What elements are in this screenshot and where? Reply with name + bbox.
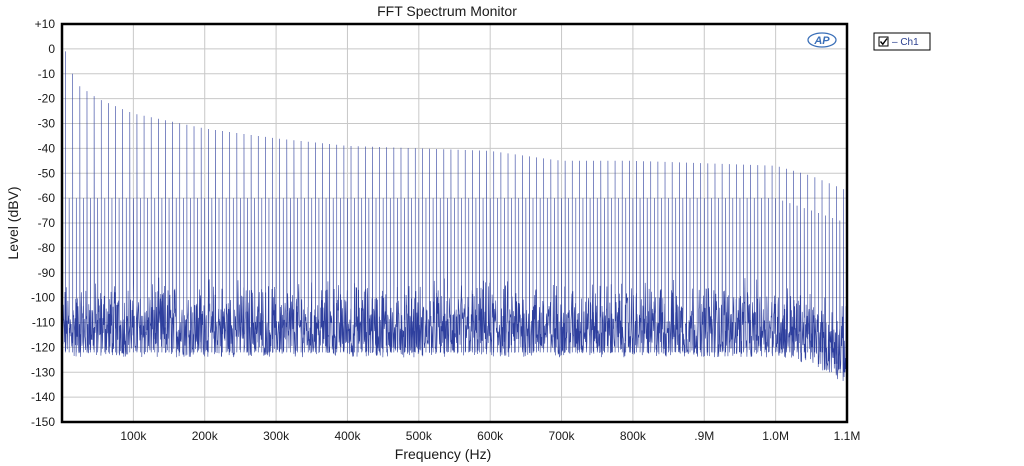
x-tick-label: 800k	[620, 429, 647, 443]
x-tick-label: 600k	[477, 429, 504, 443]
check-icon	[879, 38, 888, 46]
y-tick-label: -80	[38, 241, 56, 255]
x-tick-label: 200k	[192, 429, 219, 443]
y-tick-label: -150	[31, 415, 55, 429]
y-tick-label: -70	[38, 216, 56, 230]
legend-label-ch1: – Ch1	[892, 37, 919, 48]
x-tick-labels: 100k 200k 300k 400k 500k 600k 700k 800k .9M 1.0M 1…	[120, 429, 860, 443]
y-tick-label: -50	[38, 166, 56, 180]
series-line-ch1	[61, 51, 848, 382]
y-tick-label: -60	[38, 191, 56, 205]
y-tick-label: -10	[38, 67, 56, 81]
x-tick-label: .9M	[694, 429, 714, 443]
trace-area	[61, 51, 848, 382]
y-tick-label: -120	[31, 340, 55, 354]
legend-checkbox[interactable]	[878, 36, 889, 47]
legend-item-ch1[interactable]: – Ch1	[878, 36, 919, 48]
x-tick-label: 1.1M	[834, 429, 861, 443]
ap-logo: AP	[807, 32, 837, 48]
x-tick-label: 700k	[549, 429, 576, 443]
y-axis-label: Level (dBV)	[5, 186, 21, 259]
x-axis-label: Frequency (Hz)	[395, 446, 491, 462]
chart-title: FFT Spectrum Monitor	[377, 3, 517, 19]
y-tick-label: -100	[31, 291, 55, 305]
ap-logo-swoosh	[807, 32, 837, 48]
y-tick-label: -20	[38, 92, 56, 106]
y-tick-label: -140	[31, 390, 55, 404]
y-tick-label: 0	[48, 42, 55, 56]
x-tick-label: 400k	[334, 429, 361, 443]
x-tick-label: 300k	[263, 429, 290, 443]
y-tick-label: -110	[32, 316, 55, 330]
y-tick-label: -130	[31, 365, 55, 379]
y-tick-label: -40	[38, 141, 56, 155]
x-tick-label: 100k	[120, 429, 147, 443]
ap-logo-text: AP	[813, 35, 830, 47]
y-tick-labels: +10 0 -10 -20 -30 -40 -50 -60 -70 -80 -90 -100 -110 -…	[31, 17, 55, 429]
legend: – Ch1	[873, 32, 931, 51]
y-tick-label: -30	[38, 117, 56, 131]
x-tick-label: 500k	[406, 429, 433, 443]
y-tick-label: -90	[38, 266, 56, 280]
plot-frame	[60, 22, 849, 424]
x-tick-label: 1.0M	[762, 429, 789, 443]
y-tick-label: +10	[35, 17, 56, 31]
